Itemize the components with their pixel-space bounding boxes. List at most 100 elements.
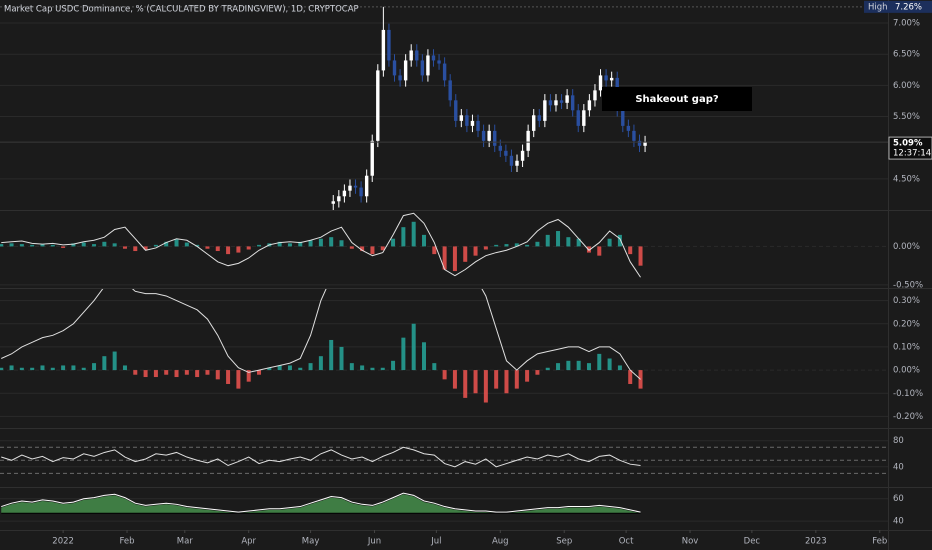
histogram-bar <box>112 243 117 247</box>
histogram-bar <box>525 244 530 247</box>
histogram-bar <box>370 367 375 371</box>
y-tick-label: 6.00% <box>893 81 920 91</box>
histogram-bar <box>257 244 262 247</box>
histogram-bar <box>432 363 437 371</box>
histogram-bar <box>432 246 437 255</box>
histogram-bar <box>71 243 76 247</box>
candle-body <box>337 196 341 202</box>
histogram-bar <box>102 241 107 247</box>
histogram-bar <box>40 244 45 247</box>
histogram-bar <box>442 370 447 380</box>
candle-body <box>409 50 413 61</box>
histogram-bar <box>421 342 426 371</box>
histogram-bar <box>308 363 313 371</box>
histogram-bar <box>61 246 66 248</box>
y-tick-label: 0.20% <box>893 319 920 329</box>
histogram-bar <box>153 244 158 247</box>
high-tag <box>864 0 891 13</box>
histogram-bar <box>61 365 66 371</box>
x-tick-label: May <box>302 537 320 547</box>
candle-body <box>465 115 469 126</box>
histogram-bar <box>287 243 292 247</box>
candle-body <box>487 130 491 141</box>
x-tick-label: Feb <box>872 537 887 547</box>
histogram-bar <box>174 370 179 378</box>
histogram-bar <box>184 242 189 247</box>
histogram-bar <box>421 234 426 247</box>
histogram-bar <box>133 370 138 375</box>
candle-body <box>509 155 514 166</box>
high-value-tag <box>891 0 932 13</box>
histogram-bar <box>535 370 540 375</box>
y-tick-label: 7.00% <box>893 19 920 29</box>
histogram-bar <box>81 242 86 247</box>
histogram-bar <box>360 246 365 252</box>
histogram-bar <box>401 337 406 371</box>
histogram-bar <box>566 360 571 371</box>
histogram-bar <box>195 244 200 247</box>
histogram-bar <box>267 367 272 371</box>
y-tick-label: 0.00% <box>893 242 920 252</box>
y-tick-label: 0.30% <box>893 296 920 306</box>
histogram-bar <box>102 356 107 371</box>
panel <box>0 6 888 210</box>
candle-body <box>415 50 419 61</box>
histogram-bar <box>411 323 416 371</box>
x-tick-label: 2022 <box>52 537 74 547</box>
y-tick-label: 5.50% <box>893 112 920 122</box>
histogram-bar <box>329 339 334 371</box>
histogram-bar <box>483 246 488 250</box>
histogram-bar <box>112 351 117 371</box>
histogram-bar <box>0 367 4 371</box>
histogram-bar <box>360 365 365 371</box>
candle-body <box>598 75 603 91</box>
histogram-bar <box>226 246 231 255</box>
histogram-bar <box>236 370 241 389</box>
histogram-bar <box>411 221 416 247</box>
annotation-box <box>602 87 752 111</box>
candle-body <box>570 95 575 111</box>
candle-body <box>370 140 374 176</box>
histogram-bar <box>164 370 169 375</box>
histogram-bar <box>184 370 189 375</box>
histogram-bar <box>545 367 550 371</box>
histogram-bar <box>318 238 323 247</box>
y-tick-label: 60 <box>893 494 904 504</box>
panel <box>0 492 888 522</box>
candle-body <box>454 100 458 121</box>
candle-body <box>481 130 486 141</box>
x-tick-label: Aug <box>492 537 509 547</box>
histogram-bar <box>30 367 35 371</box>
candle-body <box>637 140 642 146</box>
histogram-bar <box>628 370 633 384</box>
histogram-bar <box>380 367 385 371</box>
histogram-bar <box>452 370 457 389</box>
histogram-bar <box>339 240 344 247</box>
histogram-bar <box>504 244 509 247</box>
x-tick-label: Mar <box>177 537 194 547</box>
histogram-bar <box>92 363 97 371</box>
histogram-bar <box>195 370 200 378</box>
histogram-bar <box>607 238 612 247</box>
candle-body <box>387 29 391 61</box>
candle-body <box>609 77 614 81</box>
histogram-bar <box>514 370 519 389</box>
panel <box>0 440 888 474</box>
histogram-bar <box>628 246 633 255</box>
histogram-bar <box>19 367 24 371</box>
y-tick-label: -0.10% <box>893 389 923 399</box>
candle-body <box>459 115 464 121</box>
y-tick-label: -0.50% <box>893 280 923 290</box>
candle-body <box>442 63 447 81</box>
histogram-bar <box>349 246 354 249</box>
candle-body <box>359 187 363 197</box>
histogram-bar <box>133 246 138 252</box>
histogram-bar <box>122 246 127 249</box>
histogram-bar <box>391 238 396 247</box>
x-tick-label: Nov <box>682 537 699 547</box>
candle-body <box>548 100 553 106</box>
candle-body <box>554 100 558 106</box>
histogram-bar <box>607 358 612 371</box>
candle-body <box>376 70 380 141</box>
